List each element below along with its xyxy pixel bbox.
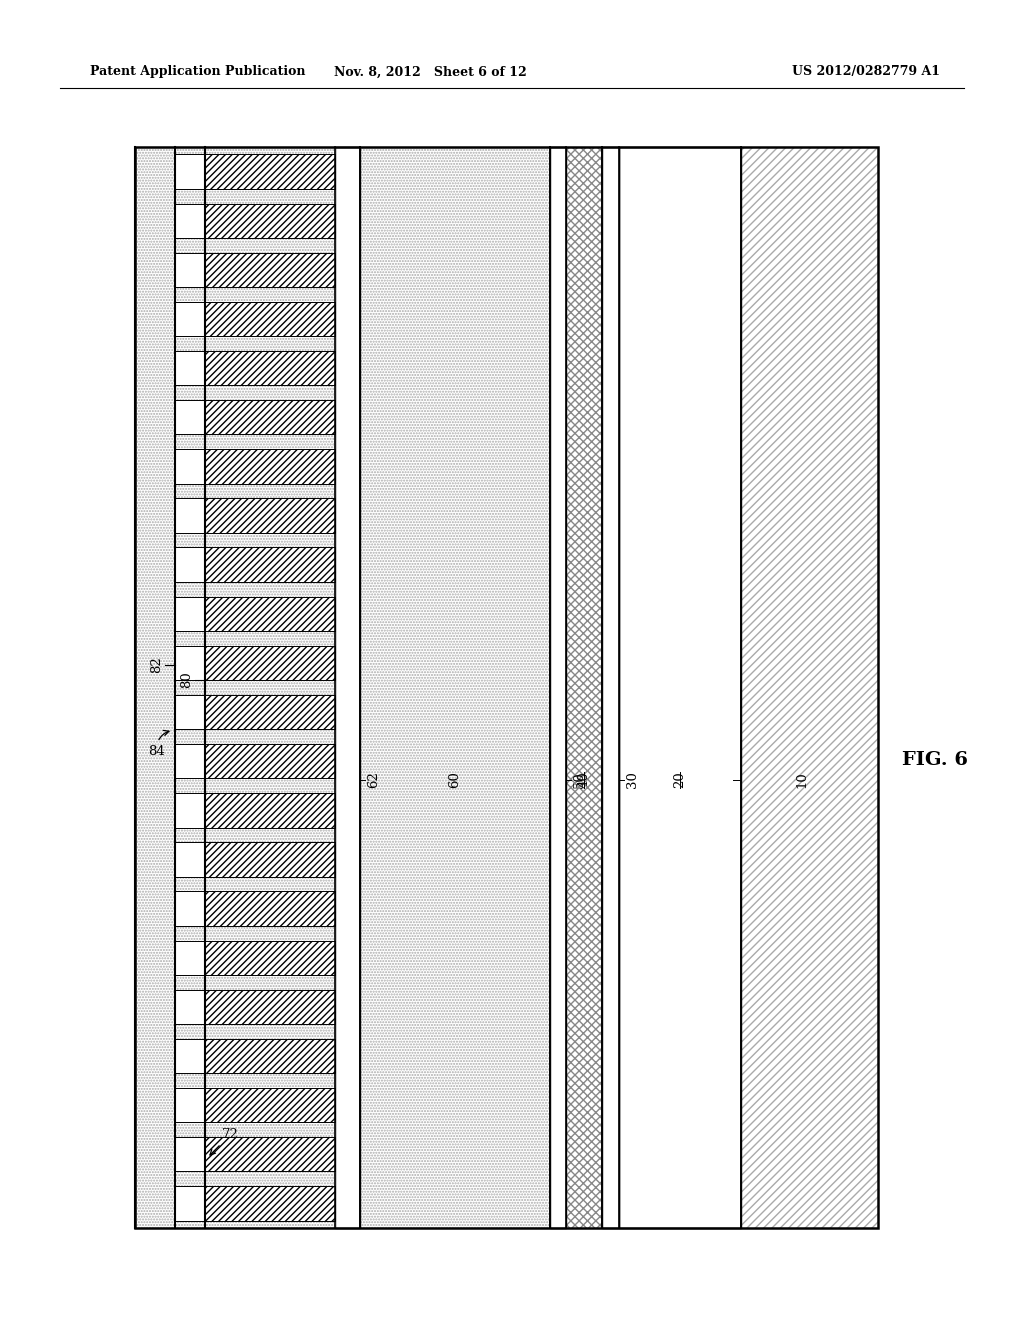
Bar [175, 1187, 205, 1221]
Bar [135, 147, 878, 1228]
Bar [175, 203, 205, 238]
Bar [175, 548, 205, 582]
Text: FIG. 6: FIG. 6 [902, 751, 968, 770]
Bar [566, 147, 602, 1228]
Bar [205, 203, 335, 238]
Bar [205, 941, 335, 975]
Bar [205, 400, 335, 434]
Text: 72: 72 [210, 1129, 239, 1155]
Text: 30: 30 [626, 772, 639, 788]
Text: 80: 80 [180, 672, 193, 688]
Bar [175, 1039, 205, 1073]
Bar [175, 941, 205, 975]
Bar [175, 744, 205, 779]
Text: 20: 20 [674, 772, 686, 788]
Bar [175, 499, 205, 533]
Bar [175, 1088, 205, 1122]
Text: Nov. 8, 2012   Sheet 6 of 12: Nov. 8, 2012 Sheet 6 of 12 [334, 66, 526, 78]
Text: 84: 84 [148, 730, 169, 758]
Bar [205, 252, 335, 286]
Bar [135, 147, 335, 1228]
Bar [175, 302, 205, 337]
Bar [550, 147, 566, 1228]
Bar [205, 1187, 335, 1221]
Text: 82: 82 [150, 656, 163, 673]
Bar [205, 793, 335, 828]
Bar [175, 449, 205, 483]
Bar [205, 154, 335, 189]
Bar [175, 351, 205, 385]
Bar [205, 645, 335, 680]
Bar [602, 147, 618, 1228]
Bar [175, 154, 205, 189]
Bar [741, 147, 878, 1228]
Text: 62: 62 [367, 772, 380, 788]
Text: US 2012/0282779 A1: US 2012/0282779 A1 [792, 66, 940, 78]
Bar [205, 1039, 335, 1073]
Bar [175, 645, 205, 680]
Bar [175, 252, 205, 286]
Bar [360, 147, 550, 1228]
Bar [175, 1137, 205, 1171]
Bar [205, 694, 335, 729]
Bar [175, 891, 205, 925]
Bar [175, 694, 205, 729]
Text: 10: 10 [795, 772, 808, 788]
Bar [175, 990, 205, 1024]
Bar [205, 351, 335, 385]
Bar [205, 842, 335, 876]
Bar [205, 1137, 335, 1171]
Text: Patent Application Publication: Patent Application Publication [90, 66, 305, 78]
Text: 40: 40 [578, 772, 591, 788]
Bar [205, 597, 335, 631]
Bar [205, 891, 335, 925]
Bar [175, 793, 205, 828]
Bar [205, 302, 335, 337]
Text: 50: 50 [573, 772, 586, 788]
Bar [618, 147, 741, 1228]
Bar [205, 1088, 335, 1122]
Bar [205, 499, 335, 533]
Bar [205, 449, 335, 483]
Bar [205, 990, 335, 1024]
Bar [175, 400, 205, 434]
Text: 60: 60 [449, 772, 462, 788]
Bar [175, 842, 205, 876]
Bar [205, 744, 335, 779]
Bar [175, 597, 205, 631]
Bar [205, 548, 335, 582]
Bar [335, 147, 360, 1228]
